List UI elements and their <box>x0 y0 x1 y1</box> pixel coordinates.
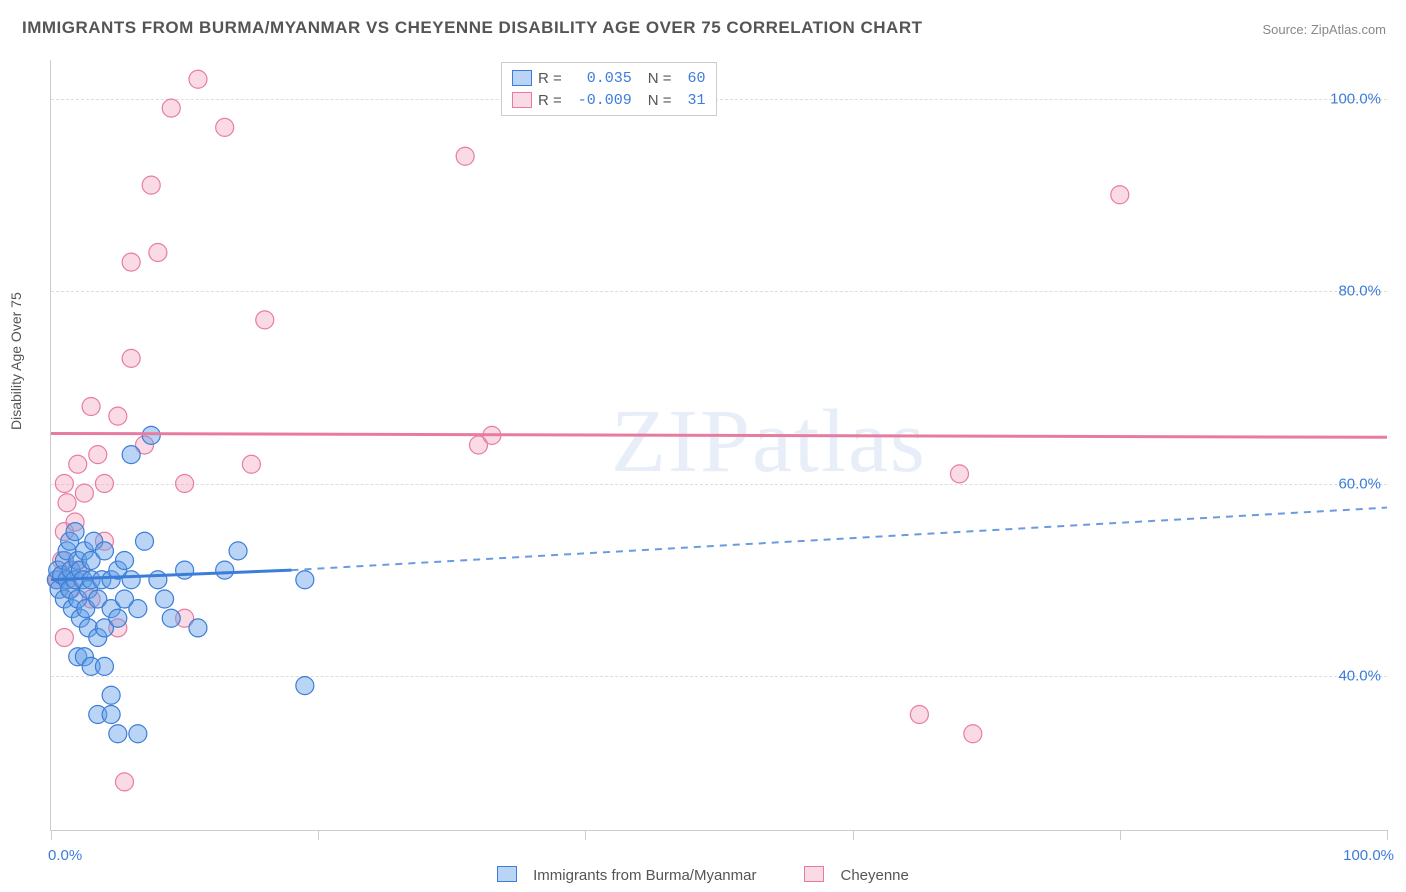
scatter-point <box>122 253 140 271</box>
source-label: Source: ZipAtlas.com <box>1262 22 1386 37</box>
scatter-point <box>122 349 140 367</box>
legend-bottom: Immigrants from Burma/Myanmar Cheyenne <box>0 866 1406 884</box>
trend-line <box>51 433 1387 437</box>
legend-swatch <box>512 92 532 108</box>
x-tick-left: 0.0% <box>48 847 82 864</box>
scatter-point <box>95 542 113 560</box>
scatter-point <box>122 571 140 589</box>
scatter-point <box>109 725 127 743</box>
legend-n-value: 60 <box>678 70 706 87</box>
scatter-point <box>142 426 160 444</box>
scatter-point <box>216 118 234 136</box>
legend-top-row: R = 0.035 N = 60 <box>512 67 706 89</box>
scatter-point <box>189 619 207 637</box>
scatter-point <box>95 475 113 493</box>
scatter-point <box>109 407 127 425</box>
scatter-point <box>256 311 274 329</box>
scatter-point <box>950 465 968 483</box>
scatter-point <box>129 725 147 743</box>
y-axis-label: Disability Age Over 75 <box>8 292 24 430</box>
scatter-point <box>58 494 76 512</box>
scatter-point <box>910 706 928 724</box>
legend-bottom-item: Cheyenne <box>792 867 920 884</box>
scatter-svg <box>51 60 1387 830</box>
scatter-point <box>102 706 120 724</box>
legend-r-label: R = <box>538 70 562 87</box>
scatter-point <box>129 600 147 618</box>
scatter-point <box>176 561 194 579</box>
scatter-point <box>66 523 84 541</box>
scatter-point <box>162 609 180 627</box>
scatter-point <box>229 542 247 560</box>
legend-bottom-item: Immigrants from Burma/Myanmar <box>485 867 768 884</box>
scatter-point <box>55 475 73 493</box>
scatter-point <box>1111 186 1129 204</box>
scatter-point <box>296 571 314 589</box>
legend-n-label: N = <box>648 92 672 109</box>
scatter-point <box>95 657 113 675</box>
scatter-point <box>136 532 154 550</box>
legend-top: R = 0.035 N = 60 R = -0.009 N = 31 <box>501 62 717 116</box>
scatter-point <box>216 561 234 579</box>
scatter-point <box>189 70 207 88</box>
legend-r-value: -0.009 <box>568 92 632 109</box>
scatter-point <box>296 677 314 695</box>
scatter-point <box>242 455 260 473</box>
scatter-point <box>75 484 93 502</box>
x-tick <box>853 830 854 840</box>
scatter-point <box>456 147 474 165</box>
scatter-point <box>115 552 133 570</box>
x-tick <box>51 830 52 840</box>
x-tick <box>585 830 586 840</box>
legend-swatch <box>804 866 824 882</box>
scatter-point <box>122 446 140 464</box>
legend-top-row: R = -0.009 N = 31 <box>512 89 706 111</box>
x-tick <box>318 830 319 840</box>
scatter-point <box>149 571 167 589</box>
x-tick <box>1387 830 1388 840</box>
scatter-point <box>176 475 194 493</box>
scatter-point <box>149 244 167 262</box>
scatter-point <box>89 446 107 464</box>
legend-r-value: 0.035 <box>568 70 632 87</box>
scatter-point <box>964 725 982 743</box>
legend-n-label: N = <box>648 70 672 87</box>
legend-r-label: R = <box>538 92 562 109</box>
scatter-point <box>156 590 174 608</box>
plot-area: ZIPatlas 40.0%60.0%80.0%100.0% R = 0.035… <box>50 60 1387 831</box>
x-tick-right: 100.0% <box>1343 847 1394 864</box>
legend-swatch <box>497 866 517 882</box>
scatter-point <box>109 609 127 627</box>
trend-line <box>291 508 1387 571</box>
scatter-point <box>82 398 100 416</box>
legend-swatch <box>512 70 532 86</box>
legend-bottom-label: Immigrants from Burma/Myanmar <box>533 867 756 884</box>
chart-title: IMMIGRANTS FROM BURMA/MYANMAR VS CHEYENN… <box>22 18 923 38</box>
scatter-point <box>142 176 160 194</box>
scatter-point <box>162 99 180 117</box>
scatter-point <box>115 773 133 791</box>
scatter-point <box>102 686 120 704</box>
x-tick <box>1120 830 1121 840</box>
legend-bottom-label: Cheyenne <box>840 867 908 884</box>
legend-n-value: 31 <box>678 92 706 109</box>
scatter-point <box>69 455 87 473</box>
scatter-point <box>55 629 73 647</box>
